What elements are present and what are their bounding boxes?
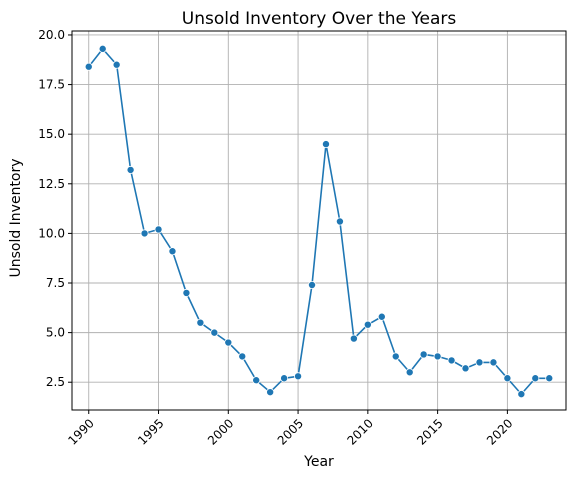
y-tick-label: 5.0 [46, 326, 65, 340]
y-tick-label: 12.5 [38, 177, 65, 191]
data-point [503, 374, 512, 383]
data-point [489, 358, 498, 367]
data-point [405, 368, 414, 377]
data-point [349, 334, 358, 343]
y-tick-label: 20.0 [38, 28, 65, 42]
data-point [294, 372, 303, 381]
data-point [391, 352, 400, 361]
data-point [266, 388, 275, 397]
x-tick-label: 2015 [414, 416, 445, 447]
x-tick-label: 2000 [205, 416, 236, 447]
series-points [84, 44, 554, 399]
x-axis-label: Year [303, 454, 334, 470]
data-point [140, 229, 149, 238]
data-point [112, 60, 121, 69]
data-point [182, 288, 191, 297]
y-tick-label: 2.5 [46, 375, 65, 389]
data-point [196, 318, 205, 327]
x-tick-label: 2005 [275, 416, 306, 447]
data-point [517, 390, 526, 399]
data-point [335, 217, 344, 226]
data-point [377, 312, 386, 321]
x-tick-label: 2010 [344, 416, 375, 447]
data-point [126, 165, 135, 174]
data-point [545, 374, 554, 383]
series-line [88, 47, 550, 396]
y-tick-label: 15.0 [38, 127, 65, 141]
y-tick-label: 10.0 [38, 226, 65, 240]
y-tick-label: 17.5 [38, 78, 65, 92]
data-point [308, 280, 317, 289]
x-axis: 1990 1995 2000 2005 2010 2015 2020 [65, 410, 516, 448]
data-point [84, 62, 93, 71]
data-point [461, 364, 470, 373]
data-point [363, 320, 372, 329]
x-tick-label: 1990 [65, 416, 96, 447]
data-point [168, 247, 177, 256]
chart-title: Unsold Inventory Over the Years [182, 9, 457, 29]
y-axis: 2.5 5.0 7.5 10.0 12.5 15.0 17.5 20.0 [38, 28, 72, 389]
plot-frame [71, 30, 567, 411]
data-point [280, 374, 289, 383]
data-point [238, 352, 247, 361]
grid [72, 31, 566, 410]
data-point [433, 352, 442, 361]
data-point [98, 44, 107, 53]
data-point [321, 140, 330, 149]
y-axis-label: Unsold Inventory [8, 158, 24, 277]
data-point [154, 225, 163, 234]
x-tick-label: 2020 [484, 416, 515, 447]
x-tick-label: 1995 [135, 416, 166, 447]
data-point [210, 328, 219, 337]
y-tick-label: 7.5 [46, 276, 65, 290]
data-point [531, 374, 540, 383]
data-point [419, 350, 428, 359]
data-point [224, 338, 233, 347]
data-point [475, 358, 484, 367]
data-point [252, 376, 261, 385]
data-point [447, 356, 456, 365]
